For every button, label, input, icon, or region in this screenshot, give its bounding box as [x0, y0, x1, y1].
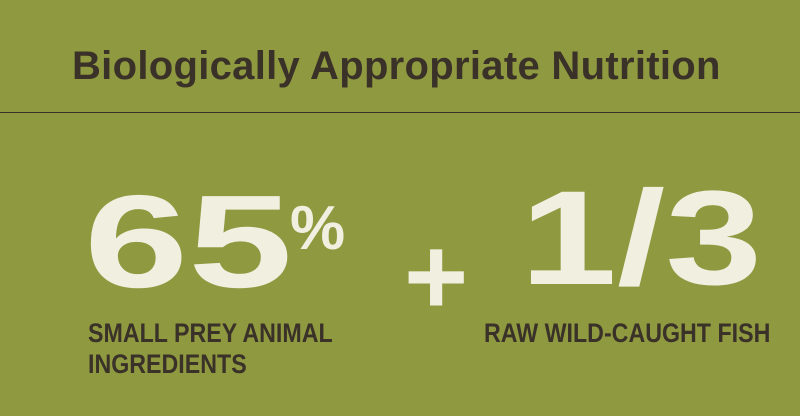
stat-left-label-line1: SMALL PREY ANIMAL [88, 318, 333, 348]
stat-left-label: SMALL PREY ANIMAL INGREDIENTS [88, 318, 333, 380]
stat-left-unit: % [290, 194, 346, 263]
page-title: Biologically Appropriate Nutrition [72, 44, 721, 88]
stat-left-label-line2: INGREDIENTS [88, 349, 247, 379]
plus-sign: + [404, 215, 469, 338]
stat-right-label: RAW WILD-CAUGHT FISH [484, 318, 770, 349]
stat-right-value: 1/3 [520, 164, 763, 313]
stat-left-value: 65 [84, 168, 293, 315]
divider [0, 112, 800, 113]
stat-right-label-line1: RAW WILD-CAUGHT FISH [484, 318, 771, 348]
